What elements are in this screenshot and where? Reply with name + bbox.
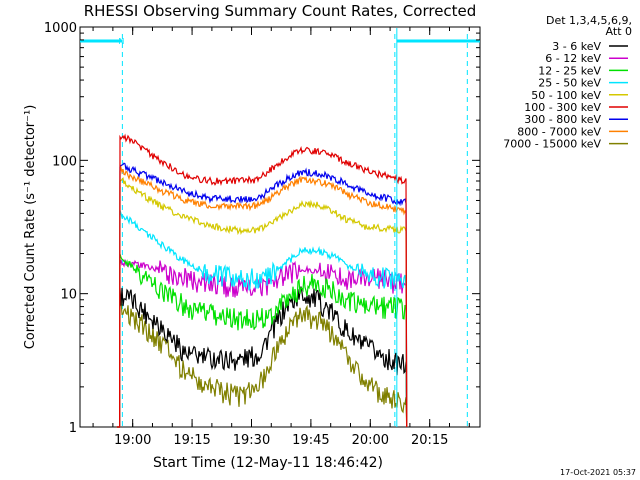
series-line <box>116 210 408 428</box>
series-layer <box>116 133 408 428</box>
x-tick-label: 20:15 <box>411 433 448 448</box>
legend-entry-label: 3 - 6 keV <box>552 40 601 53</box>
y-tick-label: 10 <box>60 288 77 303</box>
y-tick-label: 1000 <box>44 21 77 36</box>
plot-border <box>79 26 481 428</box>
x-tick-label: 20:00 <box>352 433 389 448</box>
legend-entry-label: 800 - 7000 keV <box>517 125 601 138</box>
legend-header: Att 0 <box>606 25 632 38</box>
y-tick-label: 1 <box>69 421 77 436</box>
attenuator-label: N <box>118 37 124 46</box>
legend-entry-label: 100 - 300 keV <box>524 101 601 114</box>
x-axis-label: Start Time (12-May-11 18:46:42) <box>153 455 383 471</box>
series-line <box>116 165 408 428</box>
timestamp: 17-Oct-2021 05:37 <box>560 468 636 477</box>
x-tick-label: 19:30 <box>233 433 270 448</box>
x-axis: 19:00 19:15 19:30 19:45 20:00 20:15 <box>92 27 470 448</box>
legend-entry-label: 7000 - 15000 keV <box>503 138 601 151</box>
plot-frame <box>79 26 481 428</box>
legend-entry-label: 300 - 800 keV <box>524 113 601 126</box>
legend-entry-label: 6 - 12 keV <box>545 52 601 65</box>
x-tick-label: 19:45 <box>292 433 329 448</box>
series-line <box>116 286 408 428</box>
attenuator-bar: N <box>80 28 480 427</box>
x-tick-label: 19:00 <box>114 433 151 448</box>
x-tick-label: 19:15 <box>173 433 210 448</box>
y-tick-label: 100 <box>52 154 77 169</box>
legend-header: Det 1,3,4,5,6,9, <box>546 14 632 27</box>
y-axis-label: Corrected Count Rate (s⁻¹ detector⁻¹) <box>23 105 38 350</box>
series-line <box>116 133 408 428</box>
series-line <box>116 253 408 428</box>
legend-entry-label: 25 - 50 keV <box>538 77 601 90</box>
series-line <box>116 176 408 428</box>
legend-entry-label: 12 - 25 keV <box>538 64 601 77</box>
chart-title: RHESSI Observing Summary Count Rates, Co… <box>84 2 477 20</box>
series-line <box>116 299 408 428</box>
legend-entry-label: 50 - 100 keV <box>531 89 601 102</box>
series-line <box>116 162 408 428</box>
y-axis: 1 10 100 1000 <box>44 21 480 436</box>
